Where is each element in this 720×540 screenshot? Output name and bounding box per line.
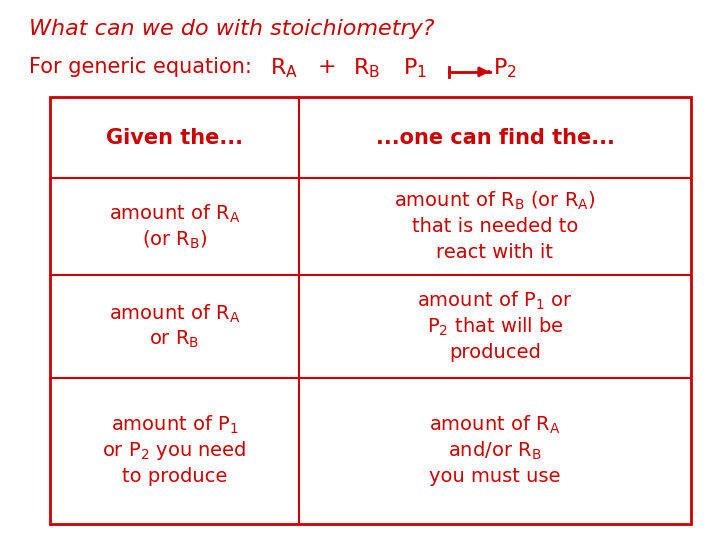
Text: $+$: $+$	[317, 57, 335, 77]
Text: ...one can find the...: ...one can find the...	[376, 127, 614, 148]
Text: amount of $R_A$: amount of $R_A$	[109, 202, 240, 225]
Text: (or $R_B$): (or $R_B$)	[142, 228, 207, 251]
Text: $P_1$: $P_1$	[403, 57, 427, 80]
Text: What can we do with stoichiometry?: What can we do with stoichiometry?	[29, 19, 434, 39]
Text: $R_B$: $R_B$	[353, 57, 380, 80]
Text: and/or $R_B$: and/or $R_B$	[449, 440, 541, 462]
Text: produced: produced	[449, 343, 541, 362]
Text: react with it: react with it	[436, 243, 554, 262]
Text: you must use: you must use	[429, 467, 561, 487]
Text: Given the...: Given the...	[106, 127, 243, 148]
Text: or $P_2$ you need: or $P_2$ you need	[102, 440, 247, 462]
Text: For generic equation:: For generic equation:	[29, 57, 252, 77]
Text: $P_2$ that will be: $P_2$ that will be	[426, 315, 564, 338]
Text: or $R_B$: or $R_B$	[150, 329, 199, 350]
Text: $R_A$: $R_A$	[270, 57, 298, 80]
Text: $P_2$: $P_2$	[493, 57, 517, 80]
Bar	[50, 97, 691, 524]
Text: to produce: to produce	[122, 467, 228, 487]
Text: that is needed to: that is needed to	[412, 217, 578, 237]
Text: amount of $R_B$ (or $R_A$): amount of $R_B$ (or $R_A$)	[394, 190, 596, 212]
Text: amount of $P_1$: amount of $P_1$	[111, 414, 238, 436]
Text: amount of $R_A$: amount of $R_A$	[109, 302, 240, 325]
Text: amount of $P_1$ or: amount of $P_1$ or	[417, 289, 573, 312]
Text: amount of $R_A$: amount of $R_A$	[429, 414, 561, 436]
